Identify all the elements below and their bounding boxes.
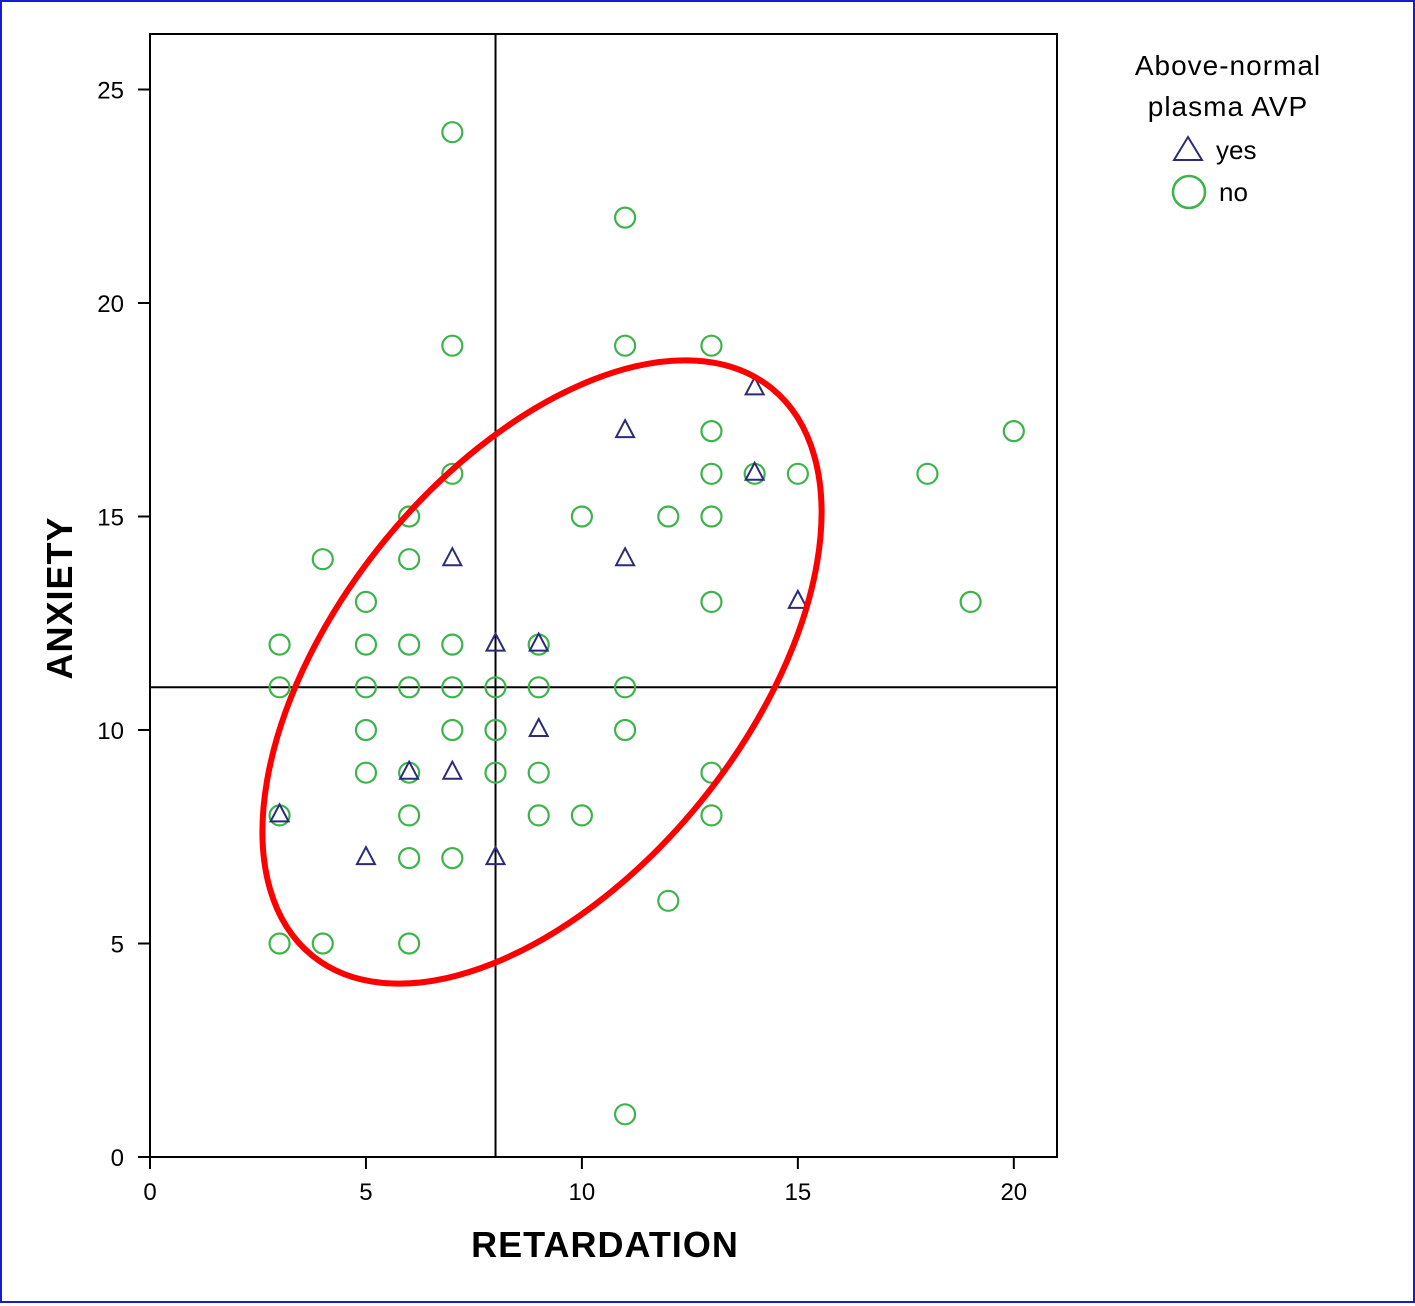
data-point-no: [613, 1103, 637, 1126]
data-point-no: [354, 761, 378, 784]
data-point-no: [398, 548, 421, 571]
data-point-yes: [484, 631, 507, 652]
data-point-no: [268, 676, 291, 699]
plot-border: [149, 33, 1058, 1158]
data-point-no: [657, 889, 680, 912]
data-point-no: [268, 633, 291, 656]
legend-circle-icon: [1171, 174, 1207, 210]
data-point-yes: [441, 546, 463, 567]
data-point-no: [613, 718, 637, 742]
y-tick-label: 25: [97, 78, 124, 105]
data-point-no: [441, 718, 464, 742]
data-point-no: [527, 761, 550, 784]
y-tick-label: 5: [111, 932, 124, 959]
data-point-no: [527, 676, 550, 699]
data-point-no: [441, 462, 464, 485]
data-point-no: [959, 590, 982, 614]
data-point-no: [613, 334, 637, 357]
y-axis-title: ANXIETY: [39, 516, 80, 679]
data-point-no: [700, 334, 723, 357]
data-point-no: [700, 804, 723, 827]
data-point-no: [441, 676, 464, 699]
data-point-yes: [355, 844, 377, 866]
legend-title-line2: plasma AVP: [1148, 91, 1308, 122]
data-point-no: [527, 804, 550, 827]
data-point-no: [398, 804, 421, 827]
data-point-no: [786, 462, 809, 485]
data-point-yes: [787, 588, 809, 609]
data-point-no: [398, 633, 421, 656]
data-point-no: [398, 932, 421, 955]
data-point-no: [354, 676, 378, 699]
legend: Above-normal plasma AVP yes no: [1135, 50, 1321, 210]
legend-item-no: no: [1219, 177, 1248, 207]
data-point-yes: [744, 375, 766, 396]
data-point-yes: [528, 631, 550, 652]
data-point-no: [311, 548, 334, 571]
y-tick-label: 15: [97, 505, 124, 532]
data-point-no: [398, 505, 421, 528]
data-point-yes: [614, 546, 636, 567]
data-point-no: [700, 420, 723, 443]
y-tick-label: 10: [97, 718, 124, 745]
legend-title-line1: Above-normal: [1135, 50, 1321, 81]
legend-triangle-icon: [1172, 135, 1204, 161]
data-point-no: [570, 505, 594, 528]
data-point-no: [441, 847, 464, 870]
data-point-no: [613, 676, 637, 699]
data-point-no: [657, 505, 680, 528]
data-point-no: [916, 462, 939, 485]
data-point-no: [613, 206, 637, 229]
x-tick-label: 0: [143, 1179, 156, 1206]
data-point-no: [1002, 420, 1025, 443]
y-tick-label: 0: [111, 1145, 124, 1172]
x-tick-label: 10: [569, 1179, 596, 1206]
data-point-no: [354, 718, 378, 742]
data-point-yes: [268, 802, 291, 823]
x-tick-label: 15: [785, 1179, 812, 1206]
data-point-yes: [398, 759, 420, 780]
y-tick-label: 20: [97, 291, 124, 318]
data-point-no: [441, 633, 464, 656]
data-point-no: [484, 761, 507, 784]
data-point-yes: [528, 716, 550, 738]
data-point-no: [354, 590, 378, 614]
data-point-no: [484, 676, 507, 699]
data-point-yes: [744, 460, 766, 481]
data-point-no: [441, 121, 464, 144]
x-axis-title: RETARDATION: [471, 1224, 739, 1265]
x-tick-label: 20: [1000, 1179, 1027, 1206]
data-point-no: [268, 932, 291, 955]
data-point-yes: [614, 417, 636, 439]
data-point-no: [570, 804, 594, 827]
data-point-no: [398, 676, 421, 699]
legend-item-yes: yes: [1216, 135, 1256, 165]
data-point-no: [700, 462, 723, 485]
annotation-ellipse: [259, 357, 825, 987]
data-point-no: [354, 633, 378, 656]
data-point-no: [484, 718, 507, 742]
data-point-no: [398, 847, 421, 870]
data-point-yes: [441, 759, 463, 780]
data-point-no: [441, 334, 464, 357]
data-point-no: [700, 505, 723, 528]
x-tick-label: 5: [359, 1179, 372, 1206]
data-point-no: [311, 932, 334, 955]
data-point-no: [700, 590, 723, 614]
data-point-yes: [484, 844, 507, 866]
